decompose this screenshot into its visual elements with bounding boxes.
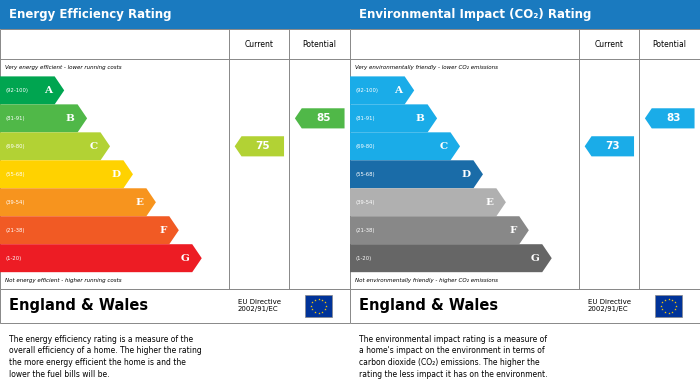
Text: G: G [181, 254, 190, 263]
Text: (39-54): (39-54) [6, 200, 25, 205]
Text: 83: 83 [666, 113, 680, 123]
Polygon shape [0, 132, 110, 160]
Bar [0, 29, 350, 289]
Text: Not energy efficient - higher running costs: Not energy efficient - higher running co… [6, 278, 122, 283]
Polygon shape [350, 104, 437, 132]
Text: 73: 73 [606, 141, 620, 151]
Text: (55-68): (55-68) [355, 172, 375, 177]
Text: F: F [159, 226, 167, 235]
Polygon shape [645, 108, 694, 128]
Polygon shape [350, 188, 506, 216]
Text: 75: 75 [256, 141, 270, 151]
Polygon shape [350, 160, 483, 188]
Text: B: B [416, 114, 425, 123]
Text: EU Directive
2002/91/EC: EU Directive 2002/91/EC [588, 300, 631, 312]
Text: Very environmentally friendly - lower CO₂ emissions: Very environmentally friendly - lower CO… [355, 65, 498, 70]
Text: The energy efficiency rating is a measure of the
overall efficiency of a home. T: The energy efficiency rating is a measur… [8, 335, 202, 379]
Polygon shape [350, 76, 414, 104]
Text: Energy Efficiency Rating: Energy Efficiency Rating [8, 8, 172, 21]
Text: (69-80): (69-80) [355, 144, 375, 149]
Bar [350, 0, 700, 29]
Bar [350, 29, 700, 289]
Text: EU Directive
2002/91/EC: EU Directive 2002/91/EC [238, 300, 281, 312]
Polygon shape [584, 136, 634, 156]
Text: E: E [136, 198, 144, 207]
Text: D: D [461, 170, 470, 179]
Text: Potential: Potential [652, 40, 687, 49]
Text: (1-20): (1-20) [355, 256, 372, 261]
Text: Current: Current [595, 40, 624, 49]
Bar [305, 295, 332, 317]
Bar [0, 289, 350, 323]
Text: G: G [531, 254, 540, 263]
Polygon shape [0, 104, 87, 132]
Text: 85: 85 [316, 113, 330, 123]
Text: Potential: Potential [302, 40, 337, 49]
Text: (21-38): (21-38) [355, 228, 374, 233]
Text: (81-91): (81-91) [6, 116, 25, 121]
Text: (92-100): (92-100) [6, 88, 28, 93]
Text: Environmental Impact (CO₂) Rating: Environmental Impact (CO₂) Rating [358, 8, 591, 21]
Text: (55-68): (55-68) [6, 172, 25, 177]
Polygon shape [0, 188, 156, 216]
Text: A: A [44, 86, 52, 95]
Polygon shape [0, 160, 133, 188]
Text: Not environmentally friendly - higher CO₂ emissions: Not environmentally friendly - higher CO… [355, 278, 498, 283]
Text: D: D [111, 170, 120, 179]
Polygon shape [350, 132, 460, 160]
Text: C: C [90, 142, 98, 151]
Text: C: C [440, 142, 448, 151]
Text: (39-54): (39-54) [355, 200, 374, 205]
Polygon shape [350, 244, 552, 272]
Polygon shape [295, 108, 344, 128]
Text: (69-80): (69-80) [6, 144, 25, 149]
Bar [350, 289, 700, 323]
Text: England & Wales: England & Wales [8, 298, 148, 314]
Text: F: F [509, 226, 517, 235]
Polygon shape [0, 76, 64, 104]
Text: (1-20): (1-20) [6, 256, 22, 261]
Polygon shape [0, 216, 178, 244]
Text: Very energy efficient - lower running costs: Very energy efficient - lower running co… [6, 65, 122, 70]
Polygon shape [234, 136, 284, 156]
Text: A: A [394, 86, 402, 95]
Bar [0, 0, 350, 29]
Polygon shape [0, 244, 202, 272]
Text: Current: Current [245, 40, 274, 49]
Text: England & Wales: England & Wales [358, 298, 498, 314]
Text: E: E [486, 198, 493, 207]
Text: The environmental impact rating is a measure of
a home's impact on the environme: The environmental impact rating is a mea… [358, 335, 547, 379]
Text: (21-38): (21-38) [6, 228, 25, 233]
Text: (92-100): (92-100) [355, 88, 378, 93]
Polygon shape [350, 216, 528, 244]
Text: B: B [66, 114, 75, 123]
Bar [655, 295, 682, 317]
Text: (81-91): (81-91) [355, 116, 375, 121]
